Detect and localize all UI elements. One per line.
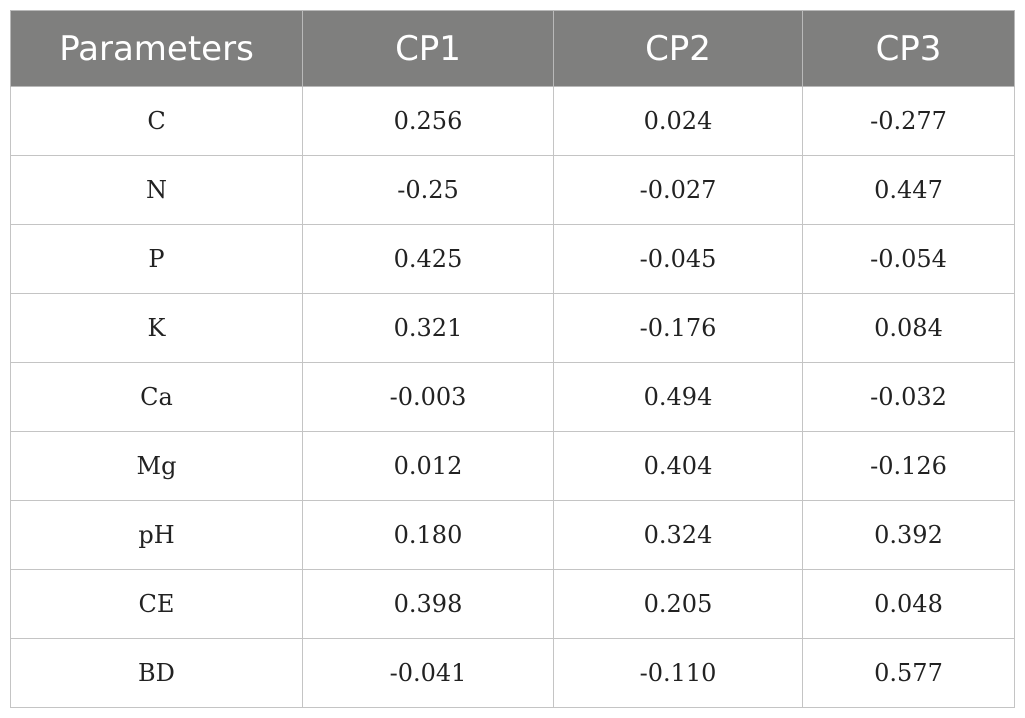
cp2-cell: -0.176 [553,293,803,363]
header-cell-parameters: Parameters [10,10,303,87]
row-label-cell: P [10,224,303,294]
cp2-cell: -0.110 [553,638,803,708]
header-cell-cp2: CP2 [553,10,803,87]
cp1-cell: 0.180 [302,500,554,570]
cp1-cell: 0.398 [302,569,554,639]
cp1-cell: 0.256 [302,86,554,156]
cp1-cell: -0.003 [302,362,554,432]
row-label-cell: BD [10,638,303,708]
cp3-cell: 0.577 [802,638,1015,708]
row-label-cell: C [10,86,303,156]
cp2-cell: 0.205 [553,569,803,639]
cp1-cell: -0.041 [302,638,554,708]
cp2-cell: 0.024 [553,86,803,156]
table-row: P 0.425 -0.045 -0.054 [10,224,1015,294]
cp3-cell: -0.032 [802,362,1015,432]
header-cell-cp1: CP1 [302,10,554,87]
row-label-cell: N [10,155,303,225]
data-table-container: Parameters CP1 CP2 CP3 C 0.256 0.024 -0.… [10,10,1015,708]
cp3-cell: 0.392 [802,500,1015,570]
row-label-cell: pH [10,500,303,570]
table-row: K 0.321 -0.176 0.084 [10,293,1015,363]
table-row: N -0.25 -0.027 0.447 [10,155,1015,225]
cp2-cell: 0.324 [553,500,803,570]
header-cell-cp3: CP3 [802,10,1015,87]
row-label-cell: Mg [10,431,303,501]
table-row: pH 0.180 0.324 0.392 [10,500,1015,570]
cp3-cell: 0.084 [802,293,1015,363]
cp3-cell: -0.277 [802,86,1015,156]
cp1-cell: 0.012 [302,431,554,501]
table-row: BD -0.041 -0.110 0.577 [10,638,1015,708]
cp3-cell: -0.054 [802,224,1015,294]
cp1-cell: -0.25 [302,155,554,225]
header-row: Parameters CP1 CP2 CP3 [10,10,1015,87]
table-row: Ca -0.003 0.494 -0.032 [10,362,1015,432]
table-body: C 0.256 0.024 -0.277 N -0.25 -0.027 0.44… [10,86,1015,708]
cp1-cell: 0.321 [302,293,554,363]
table-header: Parameters CP1 CP2 CP3 [10,10,1015,87]
cp2-cell: 0.404 [553,431,803,501]
cp3-cell: 0.048 [802,569,1015,639]
table-row: Mg 0.012 0.404 -0.126 [10,431,1015,501]
cp3-cell: -0.126 [802,431,1015,501]
row-label-cell: K [10,293,303,363]
cp2-cell: -0.045 [553,224,803,294]
row-label-cell: CE [10,569,303,639]
table-row: C 0.256 0.024 -0.277 [10,86,1015,156]
row-label-cell: Ca [10,362,303,432]
table-row: CE 0.398 0.205 0.048 [10,569,1015,639]
cp2-cell: 0.494 [553,362,803,432]
cp2-cell: -0.027 [553,155,803,225]
cp3-cell: 0.447 [802,155,1015,225]
parameters-table: Parameters CP1 CP2 CP3 C 0.256 0.024 -0.… [10,10,1015,708]
cp1-cell: 0.425 [302,224,554,294]
